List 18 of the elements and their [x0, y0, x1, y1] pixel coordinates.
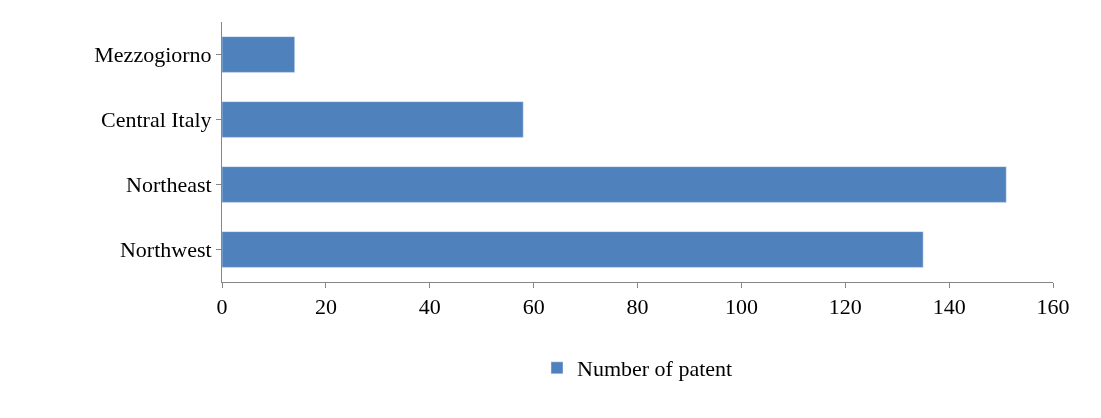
x-tick-label: 80 — [626, 294, 649, 320]
x-tick-label: 140 — [932, 294, 966, 320]
bar — [222, 101, 524, 138]
x-tick-label: 100 — [724, 294, 758, 320]
x-tick-label: 20 — [314, 294, 337, 320]
y-tick-label: Mezzogiorno — [94, 42, 212, 68]
y-tick-label: Northwest — [119, 237, 212, 263]
bar — [222, 36, 295, 73]
y-tick-label: Northeast — [126, 172, 212, 198]
legend-label: Number of patent — [577, 356, 733, 382]
y-tick-label: Central Italy — [101, 107, 212, 133]
bar — [222, 231, 924, 268]
bar — [222, 166, 1007, 203]
x-tick-label: 0 — [216, 294, 228, 320]
x-tick-label: 40 — [418, 294, 441, 320]
x-tick-label: 120 — [828, 294, 862, 320]
x-tick-label: 160 — [1036, 294, 1070, 320]
x-tick-label: 60 — [522, 294, 545, 320]
